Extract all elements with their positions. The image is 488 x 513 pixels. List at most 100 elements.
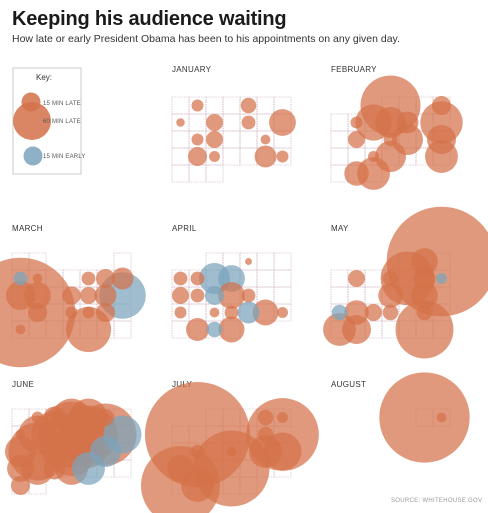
day-bubble xyxy=(209,151,220,162)
day-bubble xyxy=(277,412,288,423)
day-bubble xyxy=(344,300,369,325)
day-cell xyxy=(347,113,366,132)
month-panel-june: JUNE xyxy=(5,380,142,495)
day-bubble xyxy=(411,282,438,309)
source-note: SOURCE: WHITEHOUSE.GOV xyxy=(391,498,483,504)
legend: Key: 15 MIN LATE 60 MIN LATE 15 MIN EARL… xyxy=(12,67,86,175)
day-bubble xyxy=(206,131,223,148)
day-cell xyxy=(171,147,190,166)
day-cell xyxy=(256,96,275,115)
legend-label-15-early: 15 MIN EARLY xyxy=(43,154,86,160)
day-bubble xyxy=(62,286,81,305)
day-cell xyxy=(28,408,47,427)
day-cell xyxy=(415,96,434,115)
month-label: JANUARY xyxy=(172,65,212,74)
day-cell xyxy=(171,303,190,322)
day-bubble xyxy=(43,457,66,480)
day-bubble xyxy=(41,438,68,465)
day-bubble xyxy=(245,258,252,265)
day-bubble xyxy=(80,287,97,304)
day-bubble xyxy=(190,288,205,303)
day-cell xyxy=(256,269,275,288)
month-label: JUNE xyxy=(12,380,34,389)
month-label: AUGUST xyxy=(331,380,366,389)
day-bubble xyxy=(226,446,237,457)
day-cell xyxy=(113,320,132,339)
day-bubble xyxy=(257,409,274,426)
day-bubble xyxy=(383,132,398,147)
day-bubble xyxy=(379,372,470,463)
day-cell xyxy=(347,130,366,149)
day-cell xyxy=(273,96,292,115)
day-cell xyxy=(330,147,349,166)
day-cell xyxy=(330,130,349,149)
day-cell xyxy=(239,130,258,149)
day-bubble xyxy=(96,303,115,322)
day-bubble xyxy=(240,97,257,114)
day-cell xyxy=(222,130,241,149)
day-cell xyxy=(171,164,190,183)
day-cell xyxy=(205,96,224,115)
day-bubble xyxy=(241,288,256,303)
day-cell xyxy=(188,113,207,132)
day-bubble xyxy=(82,306,95,319)
day-cell xyxy=(222,252,241,271)
day-cell xyxy=(205,113,224,132)
day-bubble xyxy=(365,304,382,321)
day-cell xyxy=(171,130,190,149)
month-panel-february: FEBRUARY xyxy=(330,65,463,190)
month-panel-january: JANUARY xyxy=(171,65,296,183)
day-cell xyxy=(11,425,30,444)
day-cell xyxy=(347,269,366,288)
day-cell xyxy=(79,269,98,288)
month-panels: JANUARY FEBRUARY MARCH APRIL MAY JUNE JULY AUGU… xyxy=(0,65,488,513)
day-cell xyxy=(364,286,383,305)
legend-label-60-late: 60 MIN LATE xyxy=(43,119,81,125)
day-bubble xyxy=(205,286,224,305)
day-bubble xyxy=(7,455,34,482)
day-bubble xyxy=(167,455,194,482)
day-cell xyxy=(222,113,241,132)
day-cell xyxy=(188,164,207,183)
day-bubble xyxy=(254,145,277,168)
day-bubble xyxy=(436,273,447,284)
day-bubble xyxy=(43,406,66,429)
day-cell xyxy=(188,303,207,322)
day-cell xyxy=(330,303,349,322)
day-cell xyxy=(256,252,275,271)
day-cell xyxy=(205,130,224,149)
day-bubble xyxy=(13,271,28,286)
day-cell xyxy=(171,113,190,132)
day-bubble xyxy=(11,476,30,495)
day-cell xyxy=(256,113,275,132)
day-cell xyxy=(62,269,81,288)
day-cell xyxy=(79,303,98,322)
day-bubble xyxy=(344,161,369,186)
day-bubble xyxy=(269,109,296,136)
day-cell xyxy=(188,130,207,149)
day-cell xyxy=(205,164,224,183)
day-cell xyxy=(364,147,383,166)
day-bubble xyxy=(172,287,189,304)
day-bubble xyxy=(218,282,245,309)
month-panel-may: MAY xyxy=(323,206,488,359)
day-bubble xyxy=(237,301,260,324)
day-bubble xyxy=(81,271,96,286)
day-bubble xyxy=(416,304,433,321)
day-cell xyxy=(205,320,224,339)
day-cell xyxy=(188,286,207,305)
day-bubble xyxy=(260,134,271,145)
month-label: MARCH xyxy=(12,224,43,233)
month-label: APRIL xyxy=(172,224,197,233)
legend-15-early-circle xyxy=(23,146,43,166)
day-cell xyxy=(239,252,258,271)
day-bubble xyxy=(173,271,188,286)
day-bubble xyxy=(176,118,185,127)
day-bubble xyxy=(276,150,289,163)
month-label: MAY xyxy=(331,224,349,233)
day-bubble xyxy=(350,116,363,129)
legend-60-late-circle xyxy=(13,102,51,140)
day-bubble xyxy=(190,271,205,286)
day-bubble xyxy=(96,269,115,288)
day-cell xyxy=(239,286,258,305)
